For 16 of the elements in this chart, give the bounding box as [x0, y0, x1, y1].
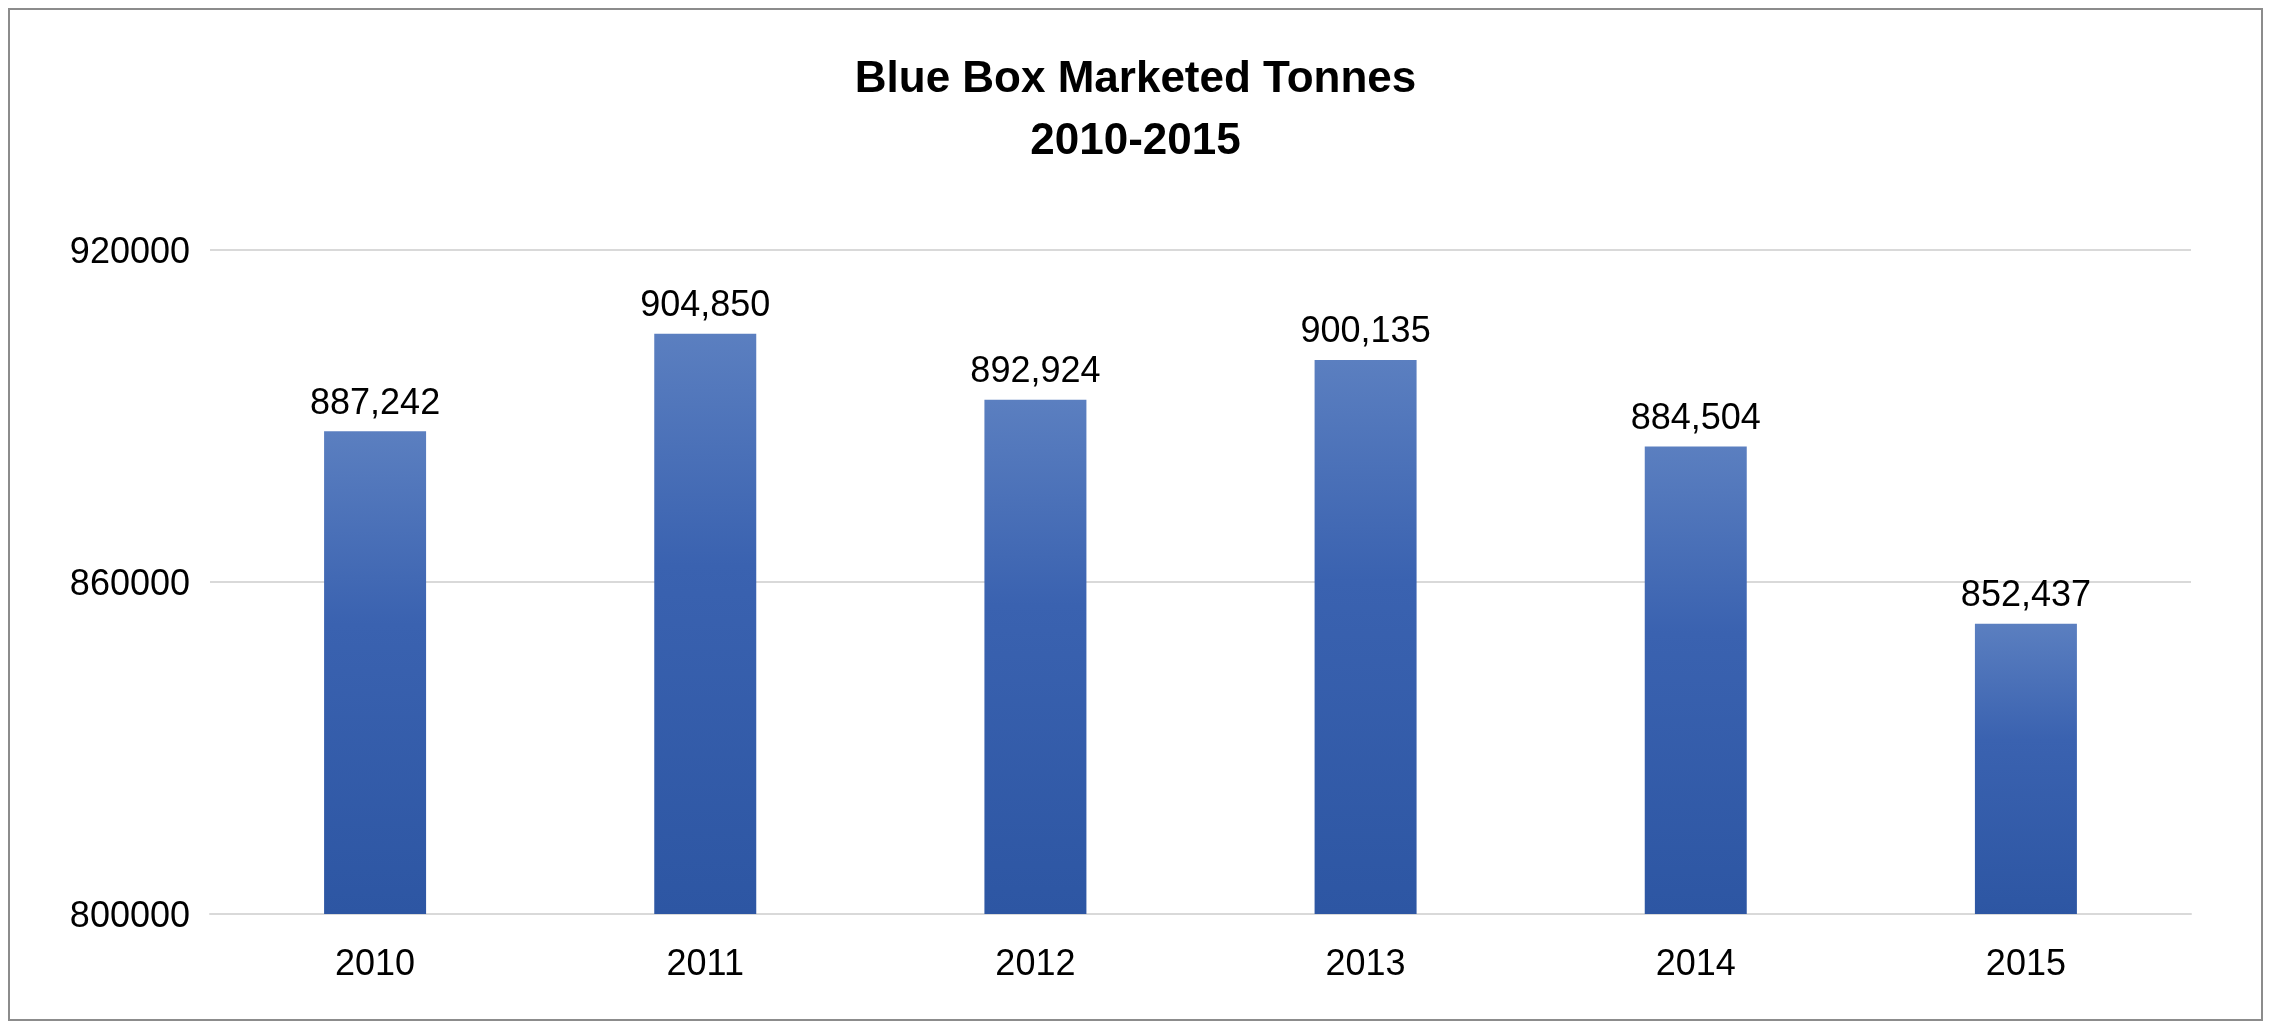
x-tick-label: 2011	[666, 941, 744, 983]
x-tick-label: 2012	[995, 941, 1076, 983]
data-label: 904,850	[640, 283, 771, 325]
y-tick-label: 800000	[69, 893, 190, 935]
data-label: 884,504	[1630, 395, 1761, 437]
x-tick-label: 2014	[1655, 941, 1736, 983]
data-label: 887,242	[310, 380, 441, 422]
x-tick-label: 2013	[1325, 941, 1406, 983]
y-tick-label: 860000	[69, 561, 190, 603]
x-tick-label: 2015	[1985, 941, 2066, 983]
y-tick-label: 920000	[69, 229, 190, 271]
data-label: 892,924	[970, 349, 1101, 391]
chart-title: Blue Box Marketed Tonnes 2010-2015	[854, 51, 1417, 163]
x-tick-label: 2010	[335, 941, 416, 983]
data-label: 852,437	[1960, 573, 2091, 615]
data-label: 900,135	[1300, 309, 1431, 351]
